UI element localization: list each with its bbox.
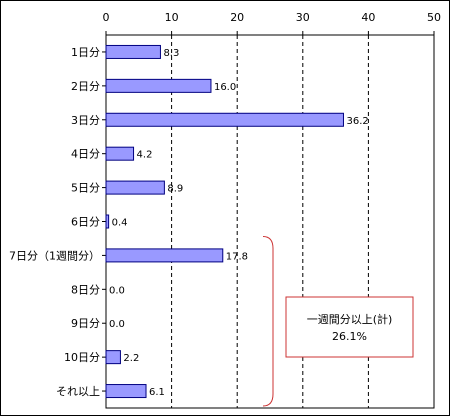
data-label: 2.2	[123, 353, 139, 364]
annotation-value: 26.1%	[332, 330, 367, 343]
bar	[105, 112, 344, 127]
x-tick-label: 50	[427, 11, 441, 24]
annotation-bracket	[262, 235, 274, 407]
category-label: 7日分（1週間分）	[9, 249, 100, 262]
category-label: 3日分	[71, 114, 100, 127]
data-label: 36.2	[346, 116, 368, 127]
bar	[105, 180, 165, 195]
bar	[105, 78, 212, 93]
annotation-title: 一週間分以上(計)	[307, 312, 393, 326]
x-tick-label: 40	[361, 11, 375, 24]
x-tick-label: 0	[103, 11, 110, 24]
bar	[105, 214, 110, 229]
category-label: それ以上	[56, 385, 100, 398]
x-tick-label: 30	[296, 11, 310, 24]
category-label: 5日分	[71, 182, 100, 195]
category-label: 10日分	[64, 351, 100, 364]
x-tick-label: 10	[165, 11, 179, 24]
bar	[105, 384, 147, 399]
annotation-box	[285, 296, 414, 358]
data-label: 16.0	[214, 82, 236, 93]
category-label: 2日分	[71, 80, 100, 93]
data-label: 8.3	[163, 48, 179, 59]
category-label: 1日分	[71, 46, 100, 59]
data-label: 0.4	[112, 218, 128, 229]
category-label: 4日分	[71, 148, 100, 161]
category-label: 6日分	[71, 216, 100, 229]
data-label: 6.1	[149, 387, 165, 398]
data-label: 4.2	[137, 150, 153, 161]
bar	[105, 350, 121, 365]
data-label: 0.0	[109, 285, 125, 296]
data-label: 8.9	[167, 184, 183, 195]
data-label: 0.0	[109, 319, 125, 330]
bar	[105, 44, 161, 59]
bar	[105, 146, 135, 161]
data-label: 17.8	[226, 251, 248, 262]
bar	[105, 248, 224, 263]
category-label: 8日分	[71, 283, 100, 296]
category-label: 9日分	[71, 317, 100, 330]
x-tick-label: 20	[230, 11, 244, 24]
